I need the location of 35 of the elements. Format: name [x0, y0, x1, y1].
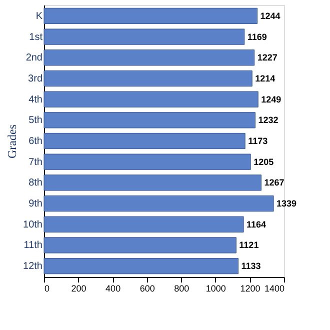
data-label: 1214 [255, 73, 276, 84]
data-label: 1133 [241, 261, 261, 272]
data-label: 1339 [276, 198, 297, 209]
data-label: 1169 [247, 32, 267, 42]
data-label: 1164 [246, 219, 266, 230]
data-label: 1249 [261, 94, 282, 104]
data-label: 1227 [257, 52, 278, 63]
y-tick-label: 7th [28, 156, 42, 168]
x-tick-label: 800 [174, 284, 190, 294]
y-axis-title: Grades [5, 124, 20, 158]
data-label: 1121 [239, 240, 259, 250]
y-tick-label: 9th [28, 198, 42, 210]
y-tick-label: 6th [28, 136, 42, 147]
y-tick-label: 11th [24, 240, 42, 252]
y-tick-label: 12th [23, 261, 42, 272]
data-label: 1244 [260, 10, 280, 21]
y-tick-label: 3rd [28, 73, 42, 84]
y-tick-label: 8th [28, 178, 42, 189]
data-label: 1267 [264, 178, 284, 188]
data-label: 1232 [258, 115, 278, 126]
y-tick-label: 10th [23, 219, 42, 230]
data-label: 1205 [254, 156, 274, 167]
data-label: 1173 [248, 136, 268, 146]
x-tick-label: 1000 [206, 284, 226, 294]
y-tick-label: 1st [29, 32, 43, 43]
y-tick-label: K [36, 10, 43, 22]
x-tick-label: 400 [106, 284, 121, 294]
x-tick-label: 1400 [264, 284, 284, 294]
y-tick-label: 2nd [26, 52, 42, 64]
x-tick-label: 600 [140, 284, 155, 294]
y-tick-label: 4th [28, 94, 42, 106]
x-tick-label: 200 [71, 284, 86, 294]
y-tick-label: 5th [28, 115, 42, 126]
x-tick-label: 0 [44, 284, 50, 294]
x-tick-label: 1200 [240, 284, 260, 294]
